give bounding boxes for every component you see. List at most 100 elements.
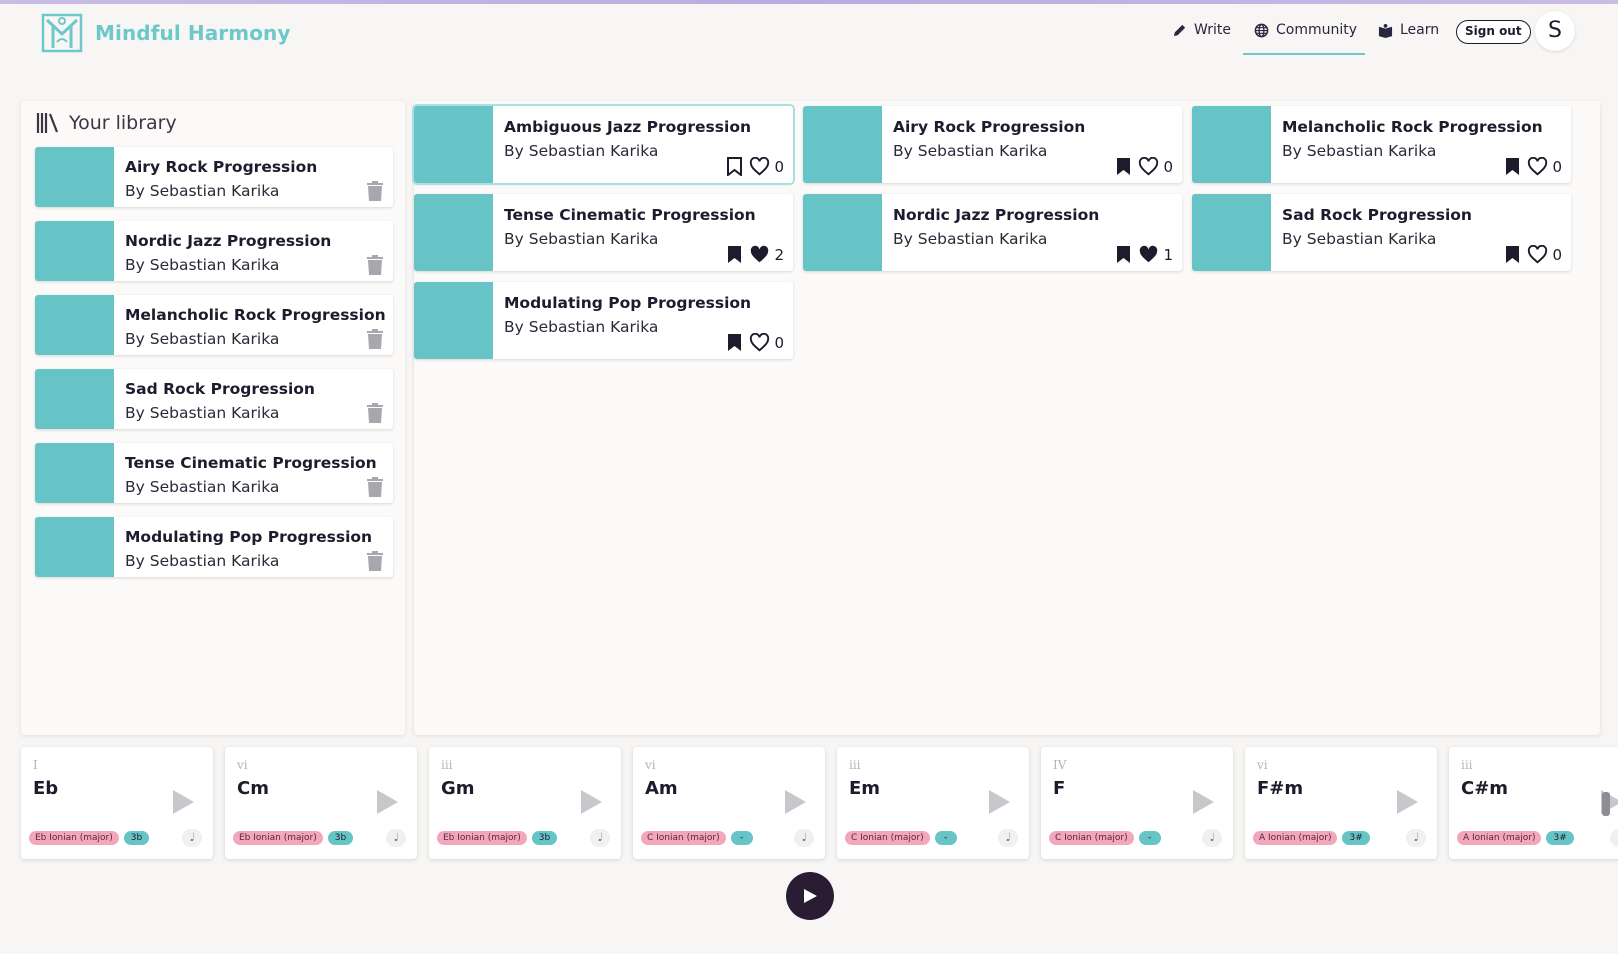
scale-badge[interactable]: Eb Ionian (major) (29, 831, 119, 845)
brand-name[interactable]: Mindful Harmony (95, 21, 291, 45)
community-card[interactable]: Nordic Jazz Progression By Sebastian Kari… (803, 194, 1182, 271)
note-duration-badge[interactable]: 𝅗𝅥 (590, 829, 610, 847)
heart-icon[interactable] (749, 333, 770, 352)
accidentals-badge[interactable]: 3b (531, 831, 558, 845)
bookmark-filled-icon[interactable] (726, 245, 743, 264)
chord-card[interactable]: vi Cm Eb Ionian (major) 3b 𝅗𝅥 (225, 747, 417, 859)
chord-tags: C Ionian (major) - (845, 831, 957, 845)
play-chord-icon[interactable] (986, 789, 1012, 815)
card-actions: 0 (1504, 157, 1562, 176)
trash-icon[interactable] (366, 181, 384, 201)
library-item[interactable]: Melancholic Rock Progression By Sebastian… (35, 295, 393, 355)
play-progression-button[interactable] (786, 872, 834, 920)
bookmark-icon[interactable] (726, 157, 743, 176)
chord-tags: Eb Ionian (major) 3b (29, 831, 150, 845)
chord-card[interactable]: I Eb Eb Ionian (major) 3b 𝅗𝅥 (21, 747, 213, 859)
community-card[interactable]: Modulating Pop Progression By Sebastian K… (414, 282, 793, 359)
logo-icon[interactable] (41, 12, 83, 54)
community-card-author: By Sebastian Karika (504, 142, 659, 160)
nav-learn[interactable]: Learn (1378, 22, 1439, 38)
library-item-title: Airy Rock Progression (125, 158, 318, 176)
heart-icon[interactable] (1527, 245, 1548, 264)
play-chord-icon[interactable] (782, 789, 808, 815)
accidentals-badge[interactable]: - (934, 831, 957, 845)
bookmark-filled-icon[interactable] (1115, 157, 1132, 176)
library-item[interactable]: Sad Rock Progression By Sebastian Karika (35, 369, 393, 429)
header: Mindful Harmony Write Community Learn Si… (0, 4, 1618, 64)
accidentals-badge[interactable]: 3# (1342, 831, 1370, 845)
progression-thumbnail (35, 443, 114, 503)
scale-badge[interactable]: A Ionian (major) (1457, 831, 1542, 845)
trash-icon[interactable] (366, 329, 384, 349)
nav-active-indicator (1243, 53, 1365, 55)
community-card[interactable]: Melancholic Rock Progression By Sebastian… (1192, 106, 1571, 183)
bookmark-filled-icon[interactable] (726, 333, 743, 352)
bookmark-filled-icon[interactable] (1504, 157, 1521, 176)
chord-card[interactable]: iii C#m A Ionian (major) 3# 𝅗𝅥 (1449, 747, 1618, 859)
chord-name: Gm (441, 778, 475, 799)
chord-card[interactable]: vi F#m A Ionian (major) 3# 𝅗𝅥 (1245, 747, 1437, 859)
play-chord-icon[interactable] (578, 789, 604, 815)
note-duration-badge[interactable]: 𝅗𝅥 (386, 829, 406, 847)
play-chord-icon[interactable] (374, 789, 400, 815)
accidentals-badge[interactable]: - (1138, 831, 1161, 845)
chord-card[interactable]: iii Em C Ionian (major) - 𝅗𝅥 (837, 747, 1029, 859)
card-actions: 0 (1504, 245, 1562, 264)
library-item[interactable]: Tense Cinematic Progression By Sebastian … (35, 443, 393, 503)
community-card[interactable]: Airy Rock Progression By Sebastian Karika… (803, 106, 1182, 183)
chord-card[interactable]: iii Gm Eb Ionian (major) 3b 𝅗𝅥 (429, 747, 621, 859)
card-actions: 0 (1115, 157, 1173, 176)
scale-badge[interactable]: Eb Ionian (major) (437, 831, 527, 845)
chord-numeral: IV (1053, 758, 1067, 772)
chord-card[interactable]: vi Am C Ionian (major) - 𝅗𝅥 (633, 747, 825, 859)
trash-icon[interactable] (366, 477, 384, 497)
play-icon (804, 889, 817, 903)
library-icon (36, 113, 59, 133)
play-chord-icon[interactable] (1190, 789, 1216, 815)
community-card-author: By Sebastian Karika (1282, 230, 1437, 248)
scale-badge[interactable]: Eb Ionian (major) (233, 831, 323, 845)
bookmark-filled-icon[interactable] (1504, 245, 1521, 264)
accidentals-badge[interactable]: 3# (1546, 831, 1574, 845)
scale-badge[interactable]: A Ionian (major) (1253, 831, 1338, 845)
community-card[interactable]: Sad Rock Progression By Sebastian Karika 0 (1192, 194, 1571, 271)
trash-icon[interactable] (366, 255, 384, 275)
library-item[interactable]: Modulating Pop Progression By Sebastian K… (35, 517, 393, 577)
note-duration-badge[interactable]: 𝅗𝅥 (182, 829, 202, 847)
nav-community[interactable]: Community (1254, 22, 1357, 38)
avatar[interactable]: S (1535, 11, 1575, 51)
note-duration-badge[interactable]: 𝅗𝅥 (794, 829, 814, 847)
play-chord-icon[interactable] (170, 789, 196, 815)
heart-icon[interactable] (1527, 157, 1548, 176)
accidentals-badge[interactable]: 3b (327, 831, 354, 845)
scale-badge[interactable]: C Ionian (major) (1049, 831, 1134, 845)
accidentals-badge[interactable]: 3b (123, 831, 150, 845)
progression-thumbnail (35, 147, 114, 207)
scale-badge[interactable]: C Ionian (major) (845, 831, 930, 845)
heart-icon[interactable] (749, 157, 770, 176)
heart-icon[interactable] (1138, 157, 1159, 176)
play-chord-icon[interactable] (1394, 789, 1420, 815)
note-duration-badge[interactable]: 𝅗𝅥 (998, 829, 1018, 847)
trash-icon[interactable] (366, 403, 384, 423)
heart-filled-icon[interactable] (1138, 245, 1159, 264)
chord-strip-scrollbar[interactable] (1602, 792, 1610, 816)
community-card[interactable]: Ambiguous Jazz Progression By Sebastian K… (414, 106, 793, 183)
community-card-title: Sad Rock Progression (1282, 206, 1472, 224)
trash-icon[interactable] (366, 551, 384, 571)
heart-filled-icon[interactable] (749, 245, 770, 264)
note-duration-badge[interactable]: 𝅗𝅥 (1406, 829, 1426, 847)
library-panel: Your library Airy Rock Progression By Seb… (21, 101, 405, 735)
community-card[interactable]: Tense Cinematic Progression By Sebastian … (414, 194, 793, 271)
chord-card[interactable]: IV F C Ionian (major) - 𝅗𝅥 (1041, 747, 1233, 859)
library-item[interactable]: Airy Rock Progression By Sebastian Karika (35, 147, 393, 207)
library-item[interactable]: Nordic Jazz Progression By Sebastian Kari… (35, 221, 393, 281)
bookmark-filled-icon[interactable] (1115, 245, 1132, 264)
sign-out-button[interactable]: Sign out (1456, 20, 1531, 44)
note-duration-badge[interactable]: 𝅗𝅥 (1610, 829, 1618, 847)
accidentals-badge[interactable]: - (730, 831, 753, 845)
like-count: 2 (774, 245, 784, 264)
note-duration-badge[interactable]: 𝅗𝅥 (1202, 829, 1222, 847)
scale-badge[interactable]: C Ionian (major) (641, 831, 726, 845)
nav-write[interactable]: Write (1172, 22, 1231, 38)
